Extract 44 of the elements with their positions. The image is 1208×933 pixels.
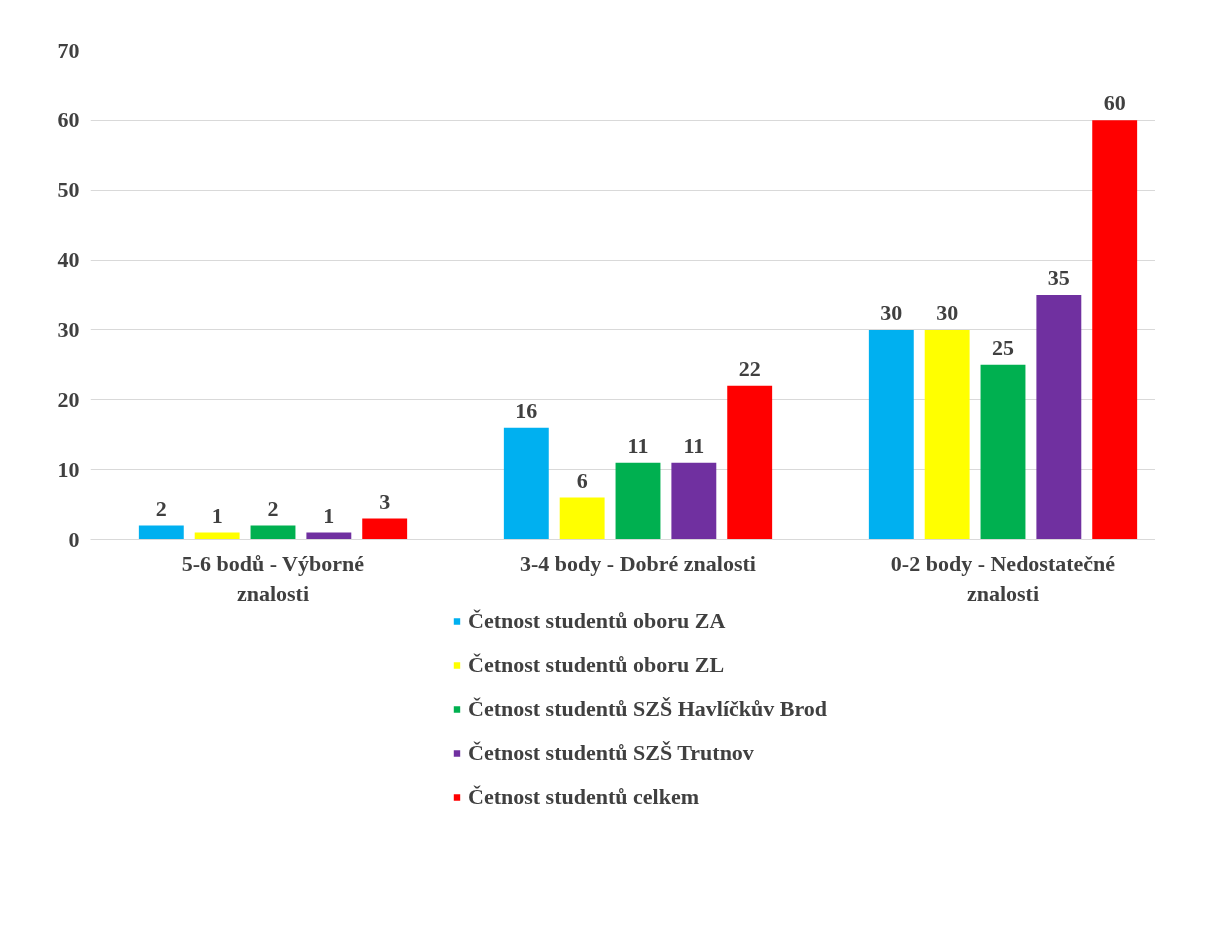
data-label: 22 (738, 355, 761, 381)
x-tick-label: 5-6 bodů - Výborné znalosti (181, 550, 365, 606)
data-label: 16 (515, 397, 538, 423)
y-tick-label: 20 (57, 386, 80, 412)
legend-label: Četnost studentů SZŠ Trutnov (467, 740, 754, 766)
data-label: 6 (576, 467, 588, 493)
y-tick-label: 10 (57, 456, 80, 482)
bar (1092, 120, 1138, 540)
y-tick-label: 70 (57, 37, 80, 63)
data-label: 3 (379, 488, 391, 514)
x-tick-label: 0-2 body - Nedostatečné znalosti (890, 550, 1116, 606)
legend-label: Četnost studentů oboru ZA (467, 608, 726, 634)
data-label: 30 (880, 299, 903, 325)
data-label: 1 (323, 502, 335, 528)
bar (868, 329, 914, 540)
data-label: 35 (1047, 265, 1070, 290)
bar (1036, 295, 1082, 540)
bar (615, 462, 661, 540)
y-tick-label: 40 (57, 247, 80, 273)
bar (924, 329, 970, 540)
data-label: 25 (992, 334, 1014, 360)
bar (727, 385, 773, 540)
y-tick-label: 0 (68, 526, 80, 552)
legend-label: Četnost studentů oboru ZL (467, 652, 725, 678)
bar (138, 525, 184, 540)
data-label: 2 (155, 495, 167, 521)
data-label: 60 (1103, 90, 1126, 116)
bar (980, 364, 1026, 540)
data-label: 1 (211, 502, 223, 528)
y-tick-label: 60 (57, 107, 80, 133)
data-label: 2 (267, 495, 279, 521)
legend-label: Četnost studentů SZŠ Havlíčkův Brod (467, 696, 828, 722)
bar (559, 497, 605, 540)
y-tick-label: 30 (57, 316, 80, 342)
data-label: 30 (936, 299, 959, 325)
bar (362, 518, 408, 540)
bar (250, 525, 296, 540)
data-label: 11 (627, 432, 649, 458)
legend-label: Četnost studentů celkem (467, 784, 699, 810)
bar (671, 462, 717, 540)
bar (503, 427, 549, 540)
x-tick-label: 3-4 body - Dobré znalosti (520, 550, 756, 576)
data-label: 11 (683, 432, 705, 458)
y-tick-label: 50 (57, 177, 80, 203)
